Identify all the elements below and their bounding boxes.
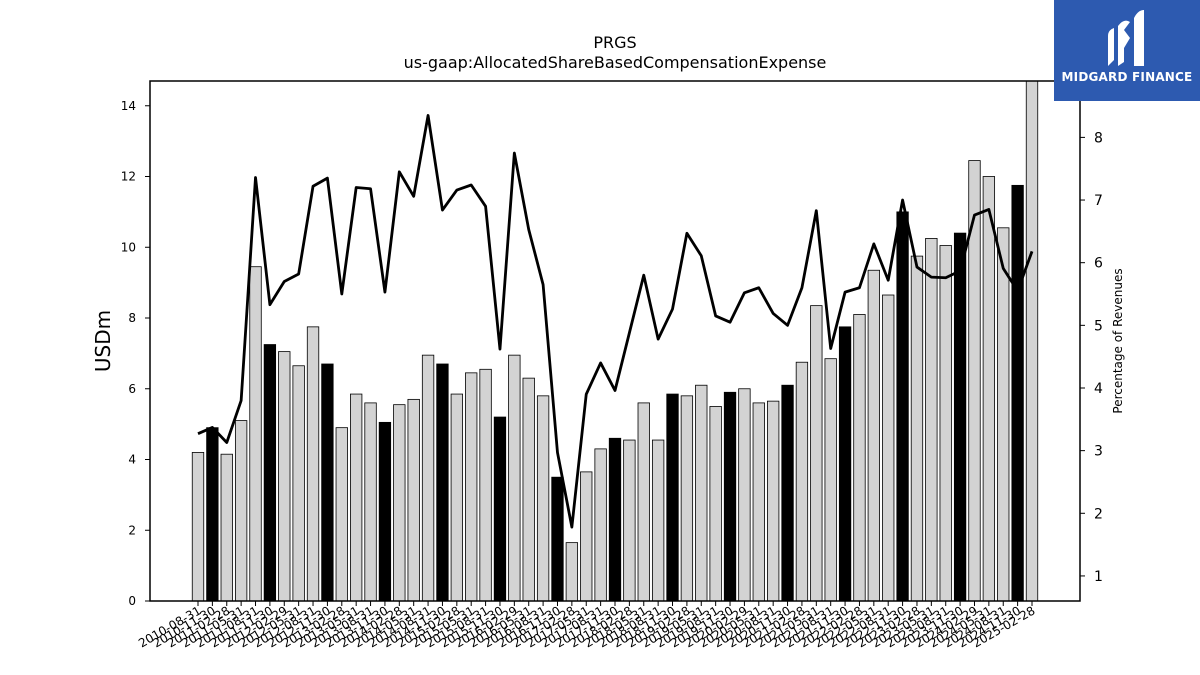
bar — [407, 398, 420, 602]
bar — [536, 395, 550, 602]
bar — [795, 361, 809, 602]
bar — [982, 176, 996, 602]
y-left-tick-label: 12 — [121, 170, 136, 184]
bar — [738, 388, 751, 602]
bar — [378, 421, 392, 602]
y-left-tick-label: 8 — [128, 311, 136, 325]
bar — [206, 427, 219, 602]
y-left-tick-label: 6 — [128, 382, 136, 396]
y-left-tick-label: 14 — [121, 99, 136, 113]
bar — [838, 326, 852, 602]
bar — [997, 227, 1010, 602]
y-axis-left-label: USDm — [91, 310, 115, 372]
bar — [493, 416, 507, 602]
bar — [723, 391, 737, 602]
bar — [623, 439, 636, 602]
bar — [421, 354, 435, 602]
bar — [752, 402, 765, 602]
bar — [551, 476, 564, 602]
bar — [666, 393, 679, 602]
midgard-logo-icon — [1108, 10, 1144, 67]
bar — [335, 427, 348, 602]
bar — [364, 402, 377, 602]
bar — [508, 354, 521, 602]
bar — [882, 294, 895, 602]
bar — [651, 439, 665, 602]
bar — [867, 269, 880, 602]
y-left-tick-label: 0 — [128, 594, 136, 608]
bar — [321, 363, 334, 602]
bar — [292, 365, 305, 602]
bar — [781, 384, 794, 602]
bar — [925, 238, 938, 602]
bar — [1025, 80, 1039, 602]
bar — [1011, 184, 1024, 602]
bar — [608, 437, 622, 602]
y-left-tick-label: 4 — [128, 453, 136, 467]
bar — [450, 393, 463, 602]
bar — [249, 266, 262, 602]
bar — [306, 326, 320, 602]
bar — [436, 363, 449, 602]
bar — [594, 448, 607, 602]
bar — [709, 406, 722, 602]
y-axis-right-label: Percentage of Revenues — [1111, 268, 1125, 413]
bar — [896, 211, 909, 602]
y-right-tick-label: 1 — [1094, 569, 1103, 585]
bar — [939, 245, 952, 602]
y-axis-left: 0 2 4 6 8 10 12 14 — [121, 99, 150, 608]
bar — [479, 368, 492, 602]
y-right-tick-label: 3 — [1094, 444, 1103, 460]
y-right-tick-label: 2 — [1094, 506, 1103, 522]
bar — [824, 358, 837, 602]
bar — [767, 400, 780, 602]
chart-title: PRGS — [593, 33, 636, 52]
bar — [263, 344, 277, 602]
bar — [910, 255, 924, 602]
line-series — [197, 114, 1034, 529]
y-right-tick-label: 8 — [1094, 130, 1103, 146]
y-right-tick-label: 4 — [1094, 381, 1103, 397]
bar — [220, 453, 233, 602]
y-axis-right: 1 2 3 4 5 6 7 8 — [1080, 130, 1103, 585]
bar — [278, 351, 291, 602]
bar-series — [191, 80, 1039, 602]
bar — [953, 232, 967, 602]
y-left-tick-label: 10 — [121, 240, 136, 254]
chart-subtitle: us-gaap:AllocatedShareBasedCompensationE… — [404, 53, 827, 72]
bar — [465, 372, 478, 602]
bar — [810, 305, 823, 602]
bar — [695, 384, 708, 602]
logo-text: MIDGARD FINANCE — [1061, 70, 1193, 84]
bar — [522, 377, 535, 602]
bar — [580, 471, 593, 602]
brand-logo: MIDGARD FINANCE — [1054, 0, 1200, 101]
y-right-tick-label: 6 — [1094, 256, 1103, 272]
y-left-tick-label: 2 — [128, 523, 136, 537]
bar — [680, 395, 694, 602]
bar — [637, 402, 650, 602]
bar — [234, 420, 248, 602]
bar — [393, 404, 406, 602]
bar — [853, 314, 866, 602]
y-right-tick-label: 5 — [1094, 318, 1103, 334]
bar — [191, 452, 205, 602]
x-axis: 2010-08-312010-11-302011-02-282011-05-31… — [136, 601, 1038, 650]
y-right-tick-label: 7 — [1094, 193, 1103, 209]
percentage-line — [197, 114, 1034, 529]
bar — [565, 542, 579, 602]
bar — [350, 393, 363, 602]
